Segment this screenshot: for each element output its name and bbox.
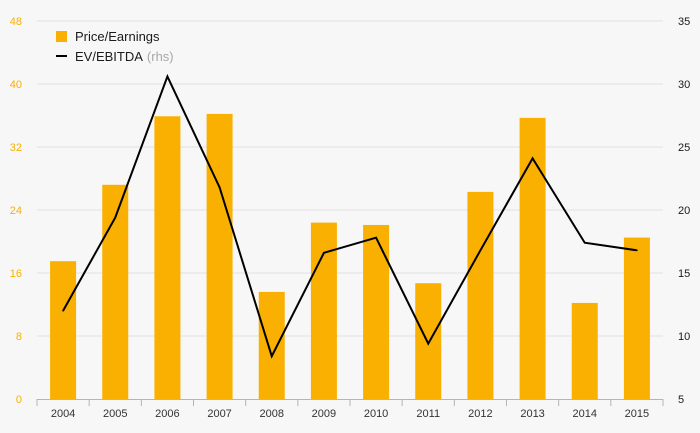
bar-2005 [102, 184, 129, 399]
bar-2011 [415, 283, 442, 399]
x-tick-label: 2005 [103, 408, 127, 420]
line-point-2004 [62, 310, 64, 312]
line-point-2015 [636, 249, 638, 252]
bar-2014 [571, 302, 598, 399]
line-point-2013 [531, 157, 534, 160]
x-tick-label: 2012 [468, 408, 492, 420]
x-tick-label: 2010 [364, 408, 388, 420]
bar-2010 [363, 224, 390, 399]
x-axis: 2004 2005 2006 2007 2008 2009 2010 2011 2012 2013… [36, 399, 664, 420]
line-point-2009 [323, 252, 325, 254]
left-y-tick-label: 24 [10, 205, 22, 217]
legend-label-ev-ebitda: EV/EBITDA [75, 48, 143, 64]
bar-2009 [310, 222, 337, 399]
bar-series [50, 113, 650, 400]
right-y-axis: 5 10 15 20 25 30 35 [678, 16, 690, 406]
x-tick-label: 2014 [573, 408, 597, 420]
ev-ebitda-line [62, 73, 638, 359]
right-y-tick-label: 10 [678, 331, 690, 343]
bar-2013 [519, 117, 546, 400]
legend-line-swatch [56, 55, 67, 57]
left-y-tick-label: 40 [10, 79, 22, 91]
x-tick-label: 2011 [416, 408, 440, 420]
left-y-tick-label: 48 [10, 16, 22, 28]
x-tick-label: 2007 [207, 408, 231, 420]
left-y-tick-label: 0 [16, 394, 22, 406]
line-point-2008 [270, 355, 273, 357]
right-y-tick-label: 20 [678, 205, 690, 217]
legend-label-price-earnings: Price/Earnings [75, 28, 160, 44]
line-point-2006 [166, 75, 169, 78]
line-point-2007 [218, 186, 221, 189]
line-point-2011 [427, 342, 430, 345]
legend-bar-swatch [56, 30, 67, 42]
x-tick-label: 2008 [260, 408, 284, 420]
line-series [62, 73, 638, 359]
gridlines [37, 20, 663, 337]
bar-2012 [467, 191, 494, 399]
x-tick-label: 2015 [625, 408, 649, 420]
left-y-tick-label: 8 [16, 331, 22, 343]
bar-2015 [623, 237, 650, 399]
bar-2004 [50, 261, 77, 399]
x-tick-label: 2009 [312, 408, 336, 420]
line-point-2014 [583, 241, 586, 244]
x-tick-label: 2004 [51, 408, 75, 420]
left-y-axis: 0 8 16 24 32 40 48 [10, 16, 22, 406]
x-tick-label: 2013 [520, 408, 544, 420]
line-point-2012 [479, 249, 482, 252]
right-y-tick-label: 15 [678, 268, 690, 280]
x-tick-label: 2006 [155, 408, 179, 420]
right-y-tick-label: 30 [678, 79, 690, 91]
legend-item-price-earnings: Price/Earnings [56, 26, 174, 46]
left-y-tick-label: 32 [10, 142, 22, 154]
bar-2007 [206, 113, 233, 400]
legend-rhs-note: (rhs) [146, 48, 174, 64]
right-y-tick-label: 35 [678, 16, 690, 28]
right-y-tick-label: 5 [678, 394, 684, 406]
right-y-tick-label: 25 [678, 142, 690, 154]
bar-2008 [258, 291, 285, 399]
line-point-2005 [114, 216, 117, 219]
legend-item-ev-ebitda: EV/EBITDA (rhs) [56, 46, 174, 66]
line-point-2010 [375, 236, 377, 239]
left-y-tick-label: 16 [10, 268, 22, 280]
legend: Price/Earnings EV/EBITDA (rhs) [56, 26, 174, 66]
bar-2006 [154, 116, 181, 399]
